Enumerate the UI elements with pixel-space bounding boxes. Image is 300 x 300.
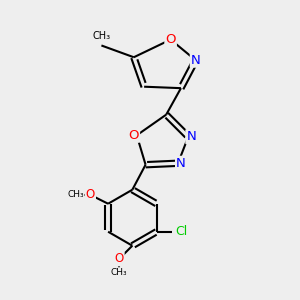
Text: O: O (86, 188, 95, 201)
Text: CH₃: CH₃ (111, 268, 128, 277)
Text: N: N (191, 54, 200, 67)
Text: O: O (129, 129, 139, 142)
Text: N: N (176, 157, 186, 170)
Text: N: N (186, 130, 196, 143)
Text: Cl: Cl (176, 225, 188, 238)
Text: CH₃: CH₃ (92, 31, 110, 41)
Text: O: O (165, 33, 176, 46)
Text: CH₃: CH₃ (68, 190, 84, 200)
Text: O: O (115, 252, 124, 266)
